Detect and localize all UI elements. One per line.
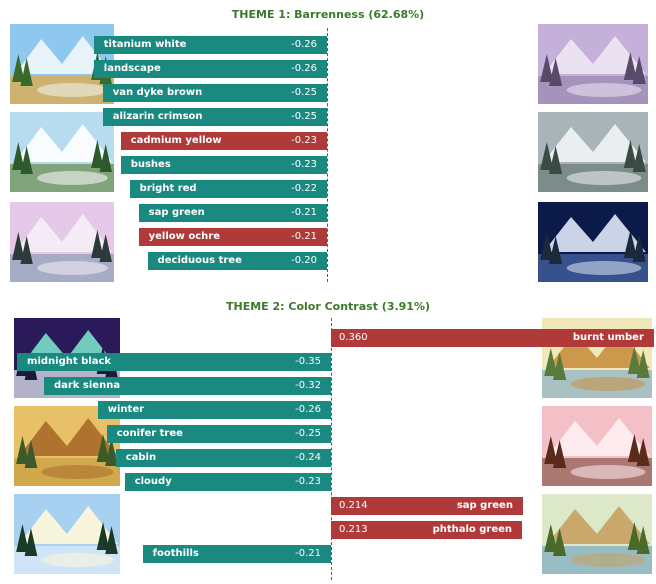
bar-label: foothills — [152, 548, 199, 559]
painting-thumbnail — [10, 112, 114, 192]
bar-label: alizarin crimson — [112, 111, 203, 122]
bar-value-label: -0.26 — [291, 39, 317, 50]
bar-cloudy: cloudy -0.23 — [124, 473, 331, 491]
bar-label: sap green — [456, 500, 513, 511]
bar-label: cabin — [125, 452, 157, 463]
bar-value-label: -0.26 — [291, 63, 317, 74]
bar-titanium-white: titanium white -0.26 — [93, 36, 327, 54]
painting-image — [538, 24, 648, 104]
bar-value-label: -0.24 — [295, 452, 321, 463]
bar-burnt-umber: burnt umber 0.360 — [331, 329, 654, 347]
bar-alizarin-crimson: alizarin crimson -0.25 — [102, 108, 327, 126]
bar-label: landscape — [103, 63, 161, 74]
painting-image — [10, 202, 114, 282]
bar-value-label: 0.214 — [339, 500, 368, 511]
chart-title-theme-1: THEME 1: Barrenness (62.68%) — [231, 8, 425, 21]
bar-label: bright red — [139, 183, 197, 194]
painting-image — [538, 202, 648, 282]
bar-foothills: foothills -0.21 — [142, 545, 331, 563]
bar-value-label: 0.213 — [339, 524, 368, 535]
bar-value-label: -0.25 — [295, 428, 321, 439]
bar-value-label: -0.22 — [291, 183, 317, 194]
bar-label: midnight black — [27, 356, 112, 367]
bar-landscape: landscape -0.26 — [93, 60, 327, 78]
bar-van-dyke-brown: van dyke brown -0.25 — [102, 84, 327, 102]
bar-label: sap green — [148, 207, 205, 218]
bar-value-label: -0.21 — [291, 231, 317, 242]
bar-label: phthalo green — [432, 524, 513, 535]
bar-label: cadmium yellow — [130, 135, 222, 146]
bar-yellow-ochre: yellow ochre -0.21 — [138, 228, 327, 246]
bar-sap-green: sap green -0.21 — [138, 204, 327, 222]
bar-label: burnt umber — [572, 332, 644, 343]
bar-label: cloudy — [134, 476, 172, 487]
painting-thumbnail — [14, 406, 120, 486]
painting-thumbnail — [542, 494, 652, 574]
painting-thumbnail — [538, 24, 648, 104]
painting-image — [538, 112, 648, 192]
bar-label: yellow ochre — [148, 231, 221, 242]
bar-phthalo-green: phthalo green 0.213 — [331, 521, 523, 539]
bar-sap-green: sap green 0.214 — [331, 497, 523, 515]
painting-thumbnail — [14, 494, 120, 574]
zero-axis-theme-1 — [327, 28, 328, 282]
bar-bright-red: bright red -0.22 — [129, 180, 327, 198]
bar-value-label: -0.21 — [295, 548, 321, 559]
bar-label: winter — [107, 404, 145, 415]
bar-value-label: 0.360 — [339, 332, 368, 343]
bar-value-label: -0.26 — [295, 404, 321, 415]
zero-axis-theme-2 — [331, 318, 332, 580]
bar-value-label: -0.25 — [291, 87, 317, 98]
painting-thumbnail — [538, 202, 648, 282]
painting-image — [14, 406, 120, 486]
painting-thumbnail — [542, 406, 652, 486]
bar-value-label: -0.35 — [295, 356, 321, 367]
bar-cadmium-yellow: cadmium yellow -0.23 — [120, 132, 327, 150]
bar-label: van dyke brown — [112, 87, 203, 98]
bar-deciduous-tree: deciduous tree -0.20 — [147, 252, 327, 270]
bar-bushes: bushes -0.23 — [120, 156, 327, 174]
bar-label: titanium white — [103, 39, 187, 50]
bar-value-label: -0.25 — [291, 111, 317, 122]
bar-label: dark sienna — [53, 380, 121, 391]
painting-thumbnail — [538, 112, 648, 192]
bar-value-label: -0.23 — [291, 159, 317, 170]
bar-value-label: -0.23 — [295, 476, 321, 487]
bar-cabin: cabin -0.24 — [115, 449, 331, 467]
bar-winter: winter -0.26 — [97, 401, 331, 419]
bar-label: conifer tree — [116, 428, 183, 439]
bar-dark-sienna: dark sienna -0.32 — [43, 377, 331, 395]
painting-image — [542, 494, 652, 574]
painting-image — [10, 112, 114, 192]
bar-label: deciduous tree — [157, 255, 242, 266]
painting-thumbnail — [10, 202, 114, 282]
bar-midnight-black: midnight black -0.35 — [17, 353, 331, 371]
bar-value-label: -0.32 — [295, 380, 321, 391]
bar-label: bushes — [130, 159, 171, 170]
bar-value-label: -0.21 — [291, 207, 317, 218]
painting-image — [542, 406, 652, 486]
painting-image — [14, 494, 120, 574]
chart-title-theme-2: THEME 2: Color Contrast (3.91%) — [225, 300, 431, 313]
bar-value-label: -0.23 — [291, 135, 317, 146]
bar-conifer-tree: conifer tree -0.25 — [106, 425, 331, 443]
bar-value-label: -0.20 — [291, 255, 317, 266]
